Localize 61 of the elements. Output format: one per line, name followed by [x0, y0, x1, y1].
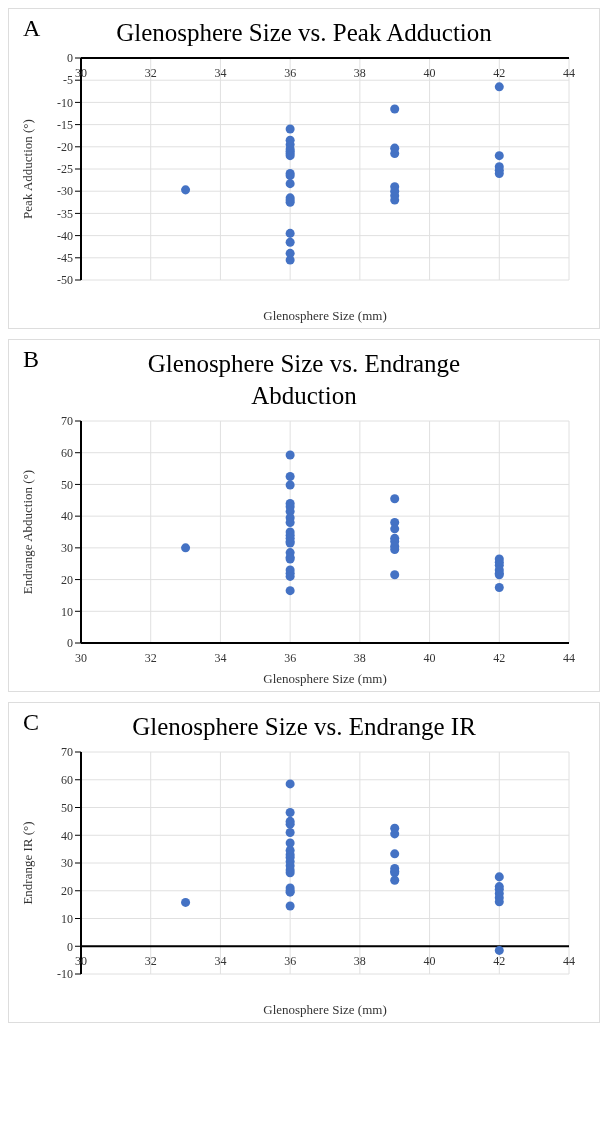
x-tick-label: 44 — [563, 953, 575, 968]
y-tick-label: 0 — [67, 939, 73, 954]
x-tick-label: 34 — [214, 650, 227, 665]
text: B — [23, 346, 40, 374]
chart-title: Glenosphere Size vs. Endrange Abduction — [146, 349, 462, 411]
y-tick-label: 60 — [61, 445, 73, 460]
y-tick-label: 40 — [61, 509, 73, 524]
y-tick-label: -40 — [57, 229, 73, 244]
y-tick-label: -25 — [57, 162, 73, 177]
x-axis-title: Glenosphere Size (mm) — [263, 1002, 387, 1017]
x-tick-label: 42 — [493, 650, 506, 665]
text: C — [23, 708, 40, 736]
y-tick-label: 20 — [61, 572, 73, 587]
x-tick-label: 44 — [563, 650, 575, 665]
y-tick-label: -45 — [57, 251, 73, 266]
x-tick-label: 32 — [144, 953, 157, 968]
y-tick-label: 60 — [61, 773, 73, 788]
chart-title: Glenosphere Size vs. Peak Adduction — [115, 18, 493, 48]
y-tick-label: 40 — [61, 828, 73, 843]
x-tick-label: 40 — [423, 953, 436, 968]
x-tick-label: 44 — [563, 65, 575, 80]
y-tick-label: -35 — [57, 206, 73, 221]
y-tick-label: -10 — [57, 967, 73, 982]
y-tick-label: -50 — [57, 273, 73, 288]
y-axis-title: Endrange Abduction (°) — [19, 469, 35, 594]
y-tick-label: -20 — [57, 140, 73, 155]
x-tick-label: 32 — [144, 650, 157, 665]
y-tick-label: 30 — [61, 540, 73, 555]
x-tick-label: 34 — [214, 953, 227, 968]
x-tick-label: 42 — [493, 65, 506, 80]
y-tick-label: 70 — [61, 745, 73, 760]
x-tick-label: 32 — [144, 65, 157, 80]
text: A — [23, 15, 41, 42]
x-tick-label: 42 — [493, 953, 506, 968]
y-tick-label: 0 — [67, 51, 73, 66]
y-tick-label: 50 — [61, 800, 73, 815]
y-tick-label: -15 — [57, 118, 73, 133]
y-tick-label: -30 — [57, 184, 73, 199]
y-tick-label: -5 — [63, 73, 73, 88]
x-tick-label: 36 — [284, 650, 297, 665]
y-tick-label: 70 — [61, 414, 73, 429]
x-tick-label: 40 — [423, 65, 436, 80]
x-tick-label: 38 — [353, 650, 366, 665]
chart-title: Glenosphere Size vs. Endrange IR — [131, 711, 477, 742]
y-axis-title: Endrange IR (°) — [19, 821, 35, 905]
x-axis-title: Glenosphere Size (mm) — [263, 670, 387, 686]
x-tick-label: 36 — [284, 65, 297, 80]
y-axis-title: Peak Adduction (°) — [19, 119, 35, 220]
x-tick-label: 40 — [423, 650, 436, 665]
y-tick-label: 10 — [61, 604, 73, 619]
y-tick-label: 50 — [61, 477, 73, 492]
x-tick-label: 38 — [353, 953, 366, 968]
y-tick-label: -10 — [57, 95, 73, 110]
x-tick-label: 38 — [353, 65, 366, 80]
x-tick-label: 36 — [284, 953, 297, 968]
y-tick-label: 10 — [61, 911, 73, 926]
x-tick-label: 34 — [214, 65, 227, 80]
y-tick-label: 30 — [61, 856, 73, 871]
x-axis-title: Glenosphere Size (mm) — [263, 308, 387, 324]
y-tick-label: 0 — [67, 636, 73, 651]
y-tick-label: 20 — [61, 884, 73, 899]
